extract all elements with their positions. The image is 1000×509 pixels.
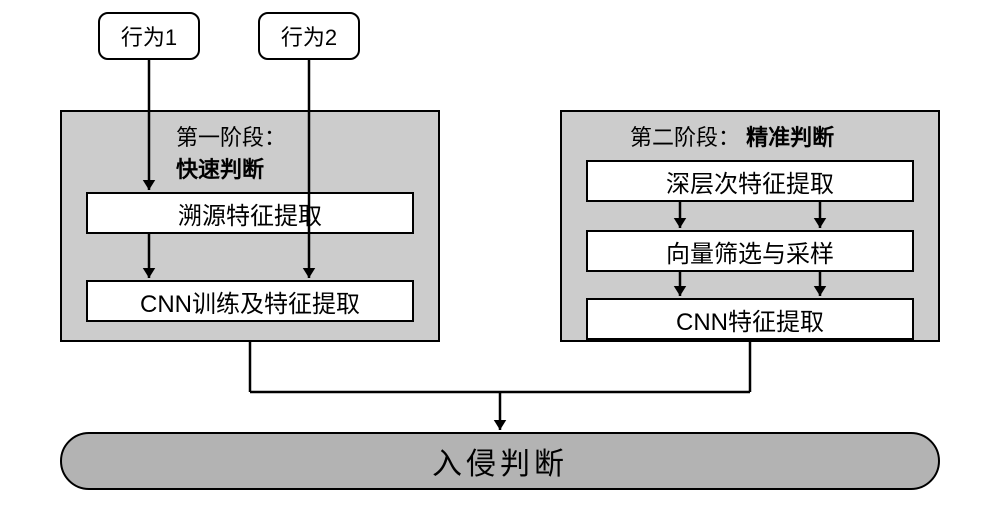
stage2-box-b: 向量筛选与采样 [586, 230, 914, 272]
stage2-box-b-label: 向量筛选与采样 [666, 234, 834, 269]
stage1-box-a: 溯源特征提取 [86, 192, 414, 234]
stage2-box-c-label: CNN特征提取 [676, 302, 824, 337]
input-box-1: 行为1 [98, 12, 200, 60]
input-box-2: 行为2 [258, 12, 360, 60]
diagram-canvas: 行为1 行为2 第一阶段： 快速判断 溯源特征提取 CNN训练及特征提取 第二阶… [0, 0, 1000, 509]
stage2-box-c: CNN特征提取 [586, 298, 914, 340]
stage1-box-b: CNN训练及特征提取 [86, 280, 414, 322]
output-label: 入侵判断 [432, 439, 568, 483]
input-box-1-label: 行为1 [121, 20, 177, 52]
stage2-box-a-label: 深层次特征提取 [666, 164, 834, 199]
stage-2-title-prefix: 第二阶段： [630, 125, 740, 150]
stage2-box-a: 深层次特征提取 [586, 160, 914, 202]
stage-2-title-bold: 精准判断 [746, 125, 834, 150]
stage-1-title: 第一阶段： 快速判断 [176, 120, 286, 184]
stage-1-title-prefix: 第一阶段： [176, 125, 286, 150]
stage-2-title: 第二阶段： 精准判断 [630, 120, 834, 152]
stage-1-title-bold: 快速判断 [176, 157, 264, 182]
stage1-box-a-label: 溯源特征提取 [178, 196, 322, 231]
input-box-2-label: 行为2 [281, 20, 337, 52]
output-node: 入侵判断 [60, 432, 940, 490]
stage1-box-b-label: CNN训练及特征提取 [140, 284, 360, 319]
